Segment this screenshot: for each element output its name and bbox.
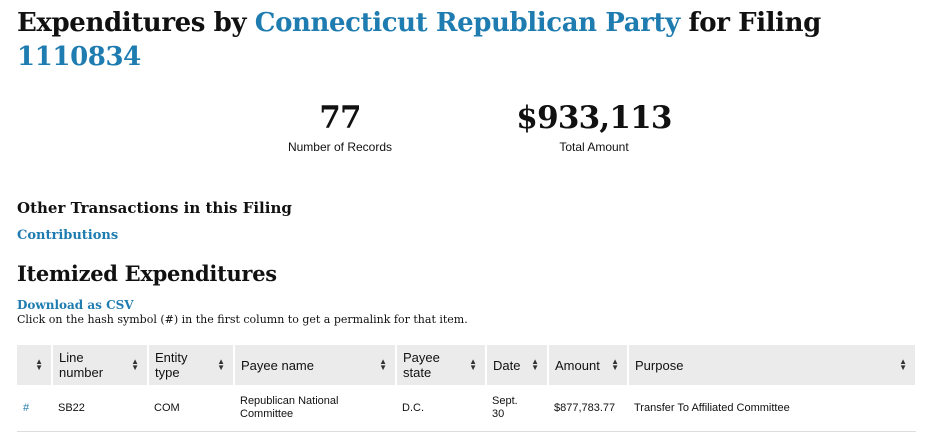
cell-date: Sept. 30 <box>486 385 548 432</box>
records-count: 77 <box>319 100 361 136</box>
committee-link[interactable]: Connecticut Republican Party <box>254 8 680 38</box>
records-stat: 77 Number of Records <box>270 98 410 154</box>
expenditures-table: ▲ ▼ Line number ▲ ▼ Entity type ▲ ▼ Payee nam… <box>17 345 917 432</box>
sort-arrows-icon[interactable]: ▲ ▼ <box>35 357 43 372</box>
column-header-payee-name[interactable]: Payee name ▲ ▼ <box>234 345 397 385</box>
download-csv-link[interactable]: Download as CSV <box>17 298 134 312</box>
column-header-hash[interactable]: ▲ ▼ <box>17 345 53 385</box>
column-header-purpose[interactable]: Purpose ▲ ▼ <box>628 345 917 385</box>
amount-label: Total Amount <box>559 140 629 154</box>
total-amount: $933,113 <box>516 100 672 136</box>
column-header-amount[interactable]: Amount ▲ ▼ <box>548 345 629 385</box>
cell-payee-name: Republican National Committee <box>234 385 396 432</box>
permalink-hash-link[interactable]: # <box>23 401 30 414</box>
permalink-hint: Click on the hash symbol (#) in the firs… <box>17 313 468 326</box>
title-prefix: Expenditures by <box>17 8 255 38</box>
page-title: Expenditures by Connecticut Republican P… <box>17 6 917 74</box>
contributions-link[interactable]: Contributions <box>17 228 119 243</box>
records-label: Number of Records <box>287 140 393 154</box>
sort-arrows-icon[interactable]: ▲ ▼ <box>899 357 907 372</box>
table-row: # SB22 COM Republican National Committee… <box>17 385 916 432</box>
sort-arrows-icon[interactable]: ▲ ▼ <box>531 357 539 372</box>
title-middle: for Filing <box>679 8 821 38</box>
amount-stat: $933,113 Total Amount <box>514 98 674 154</box>
column-header-payee-state[interactable]: Payee state ▲ ▼ <box>396 345 487 385</box>
cell-payee-state: D.C. <box>396 385 486 432</box>
itemized-expenditures-heading: Itemized Expenditures <box>17 261 277 286</box>
cell-purpose: Transfer To Affiliated Committee <box>628 385 916 432</box>
cell-line-number: SB22 <box>52 385 148 432</box>
column-header-entity-type[interactable]: Entity type ▲ ▼ <box>148 345 235 385</box>
other-transactions-heading: Other Transactions in this Filing <box>17 199 292 217</box>
sort-arrows-icon[interactable]: ▲ ▼ <box>469 357 477 372</box>
cell-entity-type: COM <box>148 385 234 432</box>
filing-link[interactable]: 1110834 <box>17 42 141 72</box>
column-header-date[interactable]: Date ▲ ▼ <box>486 345 549 385</box>
sort-arrows-icon[interactable]: ▲ ▼ <box>611 357 619 372</box>
cell-amount: $877,783.77 <box>548 385 628 432</box>
table-header-row: ▲ ▼ Line number ▲ ▼ Entity type ▲ ▼ Payee nam… <box>17 345 917 385</box>
sort-arrows-icon[interactable]: ▲ ▼ <box>379 357 387 372</box>
sort-arrows-icon[interactable]: ▲ ▼ <box>217 357 225 372</box>
column-header-line-number[interactable]: Line number ▲ ▼ <box>52 345 149 385</box>
sort-arrows-icon[interactable]: ▲ ▼ <box>131 357 139 372</box>
